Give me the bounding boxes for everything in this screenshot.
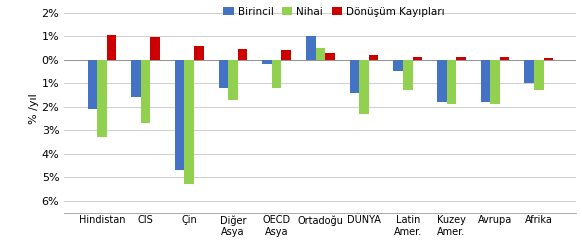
- Bar: [500, 57, 509, 60]
- Bar: [219, 60, 228, 88]
- Bar: [446, 60, 456, 104]
- Bar: [306, 36, 315, 60]
- Bar: [413, 57, 422, 60]
- Bar: [315, 48, 325, 60]
- Bar: [534, 60, 544, 90]
- Bar: [456, 57, 466, 60]
- Bar: [97, 60, 107, 137]
- Bar: [325, 52, 335, 60]
- Legend: Birincil, Nihai, Dönüşüm Kayıpları: Birincil, Nihai, Dönüşüm Kayıpları: [223, 7, 445, 17]
- Bar: [282, 50, 291, 60]
- Bar: [393, 60, 403, 71]
- Bar: [131, 60, 141, 97]
- Bar: [238, 49, 247, 60]
- Bar: [141, 60, 150, 123]
- Bar: [107, 35, 116, 60]
- Bar: [194, 45, 204, 60]
- Bar: [403, 60, 413, 90]
- Bar: [262, 60, 272, 64]
- Bar: [175, 60, 184, 170]
- Bar: [350, 60, 359, 93]
- Bar: [437, 60, 446, 102]
- Bar: [150, 37, 160, 60]
- Bar: [184, 60, 194, 184]
- Bar: [369, 55, 378, 60]
- Bar: [524, 60, 534, 83]
- Bar: [490, 60, 500, 104]
- Bar: [228, 60, 238, 100]
- Bar: [87, 60, 97, 109]
- Bar: [544, 59, 553, 60]
- Y-axis label: % /yıl: % /yıl: [29, 94, 39, 124]
- Bar: [359, 60, 369, 114]
- Bar: [481, 60, 490, 102]
- Bar: [272, 60, 282, 88]
